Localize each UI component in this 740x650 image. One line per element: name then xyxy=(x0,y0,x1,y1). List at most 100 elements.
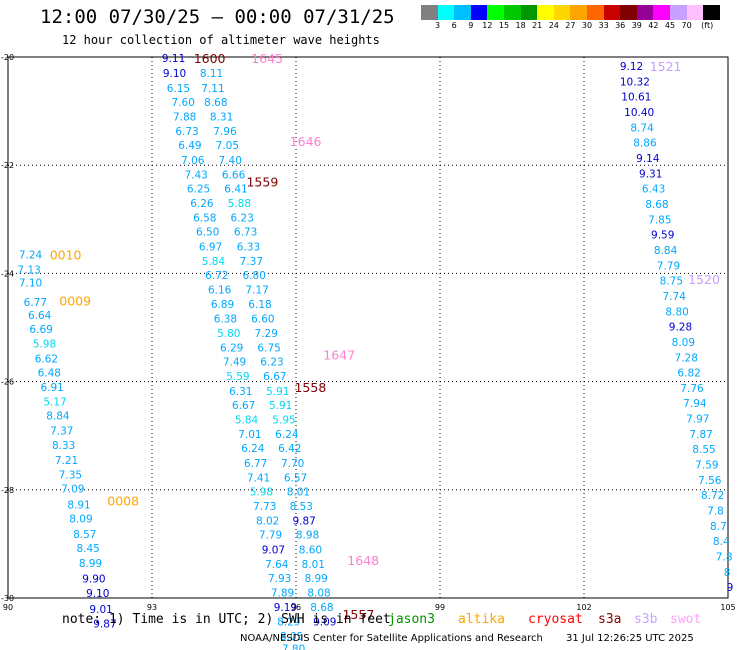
swh-value: 7.09 xyxy=(61,484,84,496)
swh-value: 5.80 xyxy=(217,328,240,340)
swh-value: 9.59 xyxy=(651,229,674,241)
swh-value: 5.95 xyxy=(272,414,295,426)
color-swatch xyxy=(603,5,621,20)
y-tick-label: -26 xyxy=(1,378,14,387)
swh-value: 9 xyxy=(727,582,734,594)
swh-value: 8.33 xyxy=(52,440,75,452)
swh-value: 9.87 xyxy=(93,618,116,630)
pass-time-label: 1520 xyxy=(688,272,720,287)
swh-value: 6.24 xyxy=(241,443,265,455)
color-scale-label: 3 xyxy=(435,21,441,30)
swh-value: 8.45 xyxy=(76,543,99,555)
color-scale-label: 70 xyxy=(681,21,692,30)
color-scale-label: 42 xyxy=(648,21,659,30)
swh-value: 8 xyxy=(724,567,731,579)
footnote: note: 1) Time is in UTC; 2) SWH is in fe… xyxy=(62,612,391,627)
y-tick-label: -28 xyxy=(1,486,14,495)
swh-value: 8.53 xyxy=(290,501,313,513)
mission-s3a: s3a xyxy=(598,612,622,627)
swh-value: 8.31 xyxy=(210,112,233,124)
swh-value: 8.84 xyxy=(654,245,678,257)
pass-time-label: 1645 xyxy=(251,51,283,66)
swh-value: 7.17 xyxy=(245,285,268,297)
swh-value: 6.62 xyxy=(35,353,58,365)
swh-value: 7.93 xyxy=(268,573,291,585)
swh-value: 6.15 xyxy=(167,83,190,95)
swh-value: 6.25 xyxy=(187,183,210,195)
swh-value: 6.60 xyxy=(251,313,274,325)
color-scale-label: 27 xyxy=(565,21,576,30)
color-scale-label: 24 xyxy=(548,21,559,30)
swh-value: 6.38 xyxy=(214,313,237,325)
swh-value: 9.90 xyxy=(82,574,105,586)
swh-value: 9.01 xyxy=(89,604,112,616)
swh-value: 7.87 xyxy=(689,429,712,441)
swh-value: 6.23 xyxy=(260,357,283,369)
swh-value: 6.72 xyxy=(205,270,228,282)
swh-value: 7.21 xyxy=(55,455,78,467)
swh-value: 7.05 xyxy=(216,140,239,152)
color-scale-label: 39 xyxy=(631,21,642,30)
color-swatch xyxy=(653,5,670,20)
swh-value: 7.06 xyxy=(181,155,205,167)
y-tick-label: -20 xyxy=(1,53,14,62)
swh-value: 8.99 xyxy=(79,558,102,570)
swh-value: 7.37 xyxy=(240,256,263,268)
color-swatch xyxy=(437,5,455,20)
mission-jason3: jason3 xyxy=(388,612,435,627)
swh-value: 6.97 xyxy=(199,241,222,253)
swh-value: 8.05 xyxy=(280,631,303,643)
swh-value: 8.72 xyxy=(701,490,724,502)
swh-value: 7.80 xyxy=(282,643,305,650)
swh-value: 6.73 xyxy=(175,126,198,138)
color-scale-label: 6 xyxy=(451,21,457,30)
color-swatch xyxy=(454,5,471,20)
swh-value: 8.57 xyxy=(73,529,96,541)
swh-value: 6.16 xyxy=(208,285,232,297)
y-tick-label: -24 xyxy=(1,269,14,278)
swh-value: 6.50 xyxy=(196,227,219,239)
swh-value: 6.18 xyxy=(248,299,271,311)
color-swatch xyxy=(470,5,488,20)
swh-value: 8.91 xyxy=(67,499,90,511)
swh-value: 7.76 xyxy=(680,383,704,395)
color-scale-label: 33 xyxy=(598,21,609,30)
swh-value: 7.96 xyxy=(213,126,237,138)
swh-value: 7.97 xyxy=(686,413,709,425)
color-scale-label: 36 xyxy=(615,21,626,30)
x-tick-label: 96 xyxy=(291,603,301,612)
swh-value: 7.43 xyxy=(184,169,207,181)
swh-value: 6.64 xyxy=(28,310,52,322)
pass-time-label: 1647 xyxy=(323,348,355,363)
swh-value: 6.82 xyxy=(677,367,700,379)
pass-time-label: 1557 xyxy=(342,607,374,622)
swh-value: 10.40 xyxy=(624,107,654,119)
swh-value: 7.24 xyxy=(19,249,43,261)
swh-value: 6.26 xyxy=(190,198,214,210)
pass-time-label: 1600 xyxy=(194,51,226,66)
swh-value: 8.68 xyxy=(645,199,668,211)
swh-value: 5.84 xyxy=(235,414,259,426)
swh-value: 5.98 xyxy=(250,486,273,498)
pass-time-label: 1648 xyxy=(347,553,379,568)
color-scale-label: 30 xyxy=(581,21,593,30)
y-tick-label: -22 xyxy=(1,161,14,170)
color-swatch xyxy=(553,5,571,20)
swh-value: 6.57 xyxy=(284,472,307,484)
color-swatch xyxy=(620,5,637,20)
swh-value: 8.29 xyxy=(277,616,300,628)
swh-value: 6.89 xyxy=(211,299,234,311)
swh-value: 5.91 xyxy=(266,386,289,398)
swh-value: 8.75 xyxy=(660,275,683,287)
swh-value: 9.19 xyxy=(274,602,297,614)
swh-value: 9.10 xyxy=(86,588,109,600)
color-swatch xyxy=(503,5,521,20)
mission-s3b: s3b xyxy=(634,612,658,627)
x-tick-label: 90 xyxy=(3,603,13,612)
swh-value: 5.88 xyxy=(228,198,251,210)
swh-value: 6.48 xyxy=(38,367,61,379)
swh-value: 6.33 xyxy=(237,241,260,253)
swh-value: 7.49 xyxy=(223,357,246,369)
swh-value: 6.69 xyxy=(29,324,52,336)
